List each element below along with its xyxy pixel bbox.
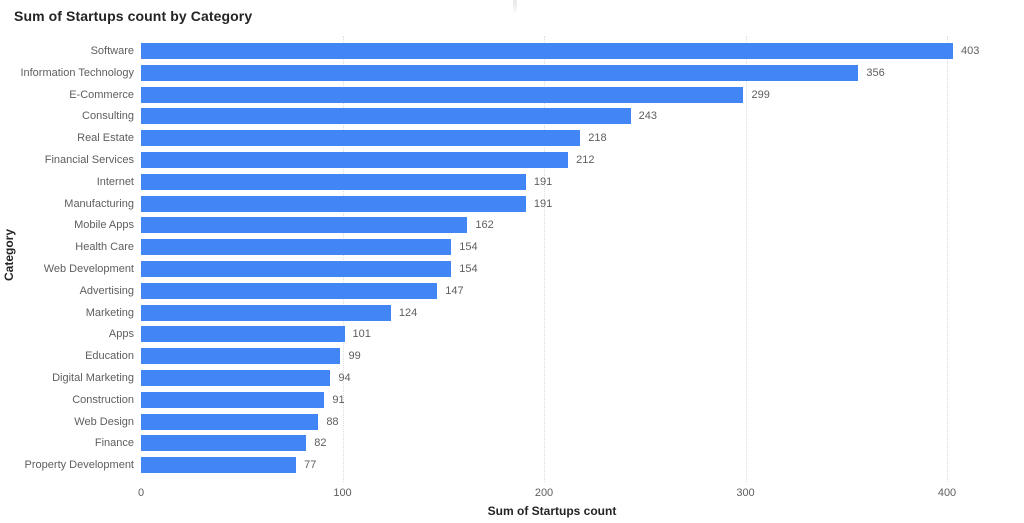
category-label: Consulting: [82, 110, 134, 123]
gridline: [342, 36, 344, 482]
category-label: Web Development: [43, 263, 134, 275]
x-tick-label: 200: [534, 487, 554, 499]
bar[interactable]: [141, 239, 452, 256]
bar[interactable]: [141, 326, 345, 343]
category-label: Mobile Apps: [74, 219, 134, 232]
value-label: 243: [638, 110, 657, 123]
value-label: 191: [533, 197, 553, 210]
bar[interactable]: [141, 43, 954, 59]
bar[interactable]: [141, 282, 438, 299]
bar[interactable]: [141, 64, 859, 81]
bar[interactable]: [141, 413, 319, 430]
gridline: [544, 36, 545, 482]
bar[interactable]: [141, 195, 526, 212]
value-label: 82: [314, 437, 327, 450]
bar[interactable]: [141, 86, 744, 103]
value-label: 94: [338, 372, 351, 384]
bar[interactable]: [141, 108, 631, 125]
category-label: Web Design: [74, 415, 134, 428]
value-label: 356: [866, 66, 885, 79]
bar[interactable]: [141, 391, 325, 408]
x-axis-title: Sum of Startups count: [487, 504, 617, 518]
value-label: 101: [352, 328, 371, 341]
category-label: Property Development: [24, 459, 134, 472]
category-label: Financial Services: [44, 154, 134, 166]
value-label: 154: [459, 263, 478, 275]
bar[interactable]: [141, 261, 452, 277]
bar[interactable]: [141, 217, 468, 234]
bar[interactable]: [141, 304, 391, 321]
value-label: 88: [326, 415, 339, 428]
bar[interactable]: [141, 152, 569, 168]
value-label: 154: [459, 241, 478, 254]
value-label: 77: [304, 459, 317, 472]
category-label: Software: [90, 45, 134, 57]
category-label: Advertising: [79, 284, 134, 297]
scrollbar-artifact: [513, 0, 517, 13]
bar[interactable]: [141, 435, 307, 452]
bar[interactable]: [141, 457, 297, 474]
value-label: 299: [751, 88, 770, 101]
value-label: 403: [961, 45, 980, 57]
value-label: 147: [445, 284, 464, 297]
category-label: Finance: [94, 437, 134, 450]
chart-title: Sum of Startups count by Category: [14, 8, 253, 24]
bar[interactable]: [141, 370, 331, 386]
x-tick-label: 100: [333, 487, 352, 499]
value-label: 124: [398, 306, 418, 319]
bar[interactable]: [141, 173, 526, 190]
category-label: E-Commerce: [69, 88, 134, 101]
category-label: Digital Marketing: [52, 372, 134, 384]
value-label: 191: [533, 175, 553, 188]
bar[interactable]: [141, 348, 341, 365]
category-label: Health Care: [75, 241, 134, 254]
category-label: Construction: [72, 393, 134, 406]
gridline: [947, 36, 948, 482]
x-tick-label: 300: [736, 487, 755, 499]
value-label: 162: [475, 219, 494, 232]
category-label: Information Technology: [20, 66, 134, 79]
value-label: 99: [348, 350, 361, 363]
x-tick-label: 400: [937, 487, 957, 499]
category-label: Marketing: [85, 306, 134, 319]
value-label: 218: [588, 132, 607, 145]
bar[interactable]: [141, 130, 581, 147]
category-label: Manufacturing: [64, 197, 134, 210]
category-label: Internet: [96, 175, 134, 188]
category-label: Apps: [108, 328, 134, 341]
value-label: 91: [332, 393, 345, 406]
x-tick-label: 0: [137, 487, 145, 499]
gridline: [745, 36, 747, 482]
category-label: Education: [85, 350, 134, 363]
category-label: Real Estate: [77, 132, 134, 145]
value-label: 212: [576, 154, 595, 166]
